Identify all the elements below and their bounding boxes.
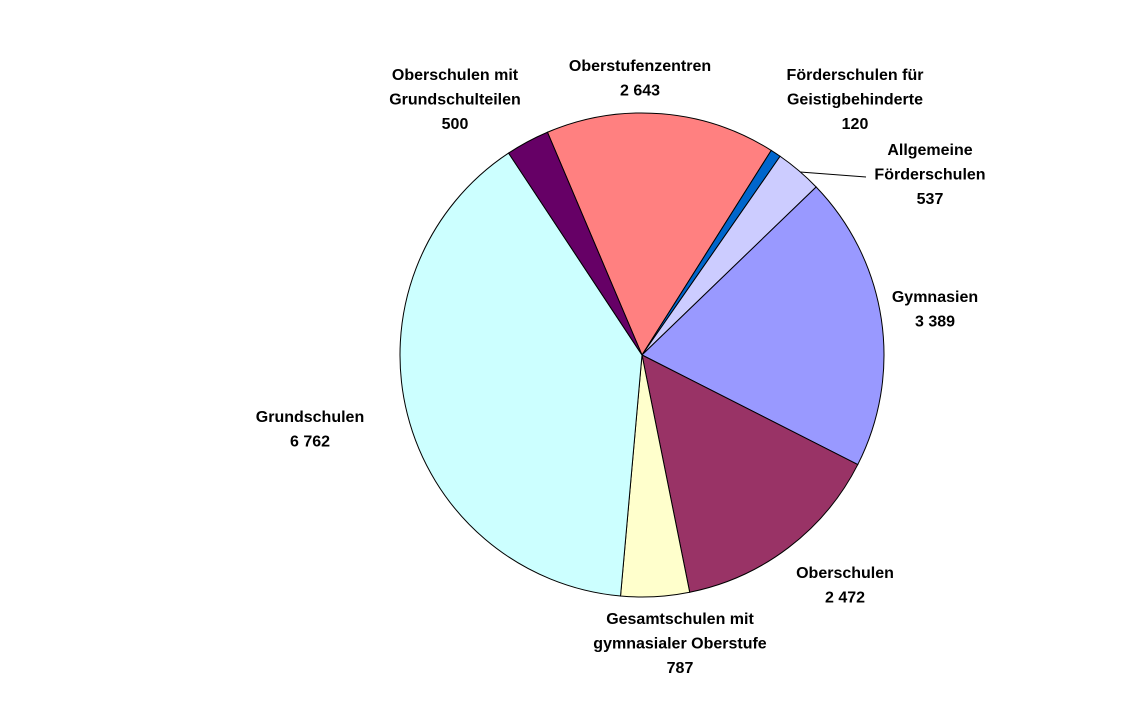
pie-slice: [546, 112, 772, 357]
value-label: 787: [667, 660, 694, 677]
value-label: 2 643: [620, 83, 660, 100]
value-label: 3 389: [915, 314, 955, 331]
value-label: 6 762: [290, 434, 330, 451]
slice-label: Förderschulen: [874, 167, 985, 184]
leader-line: [799, 171, 867, 178]
pie-slice: [641, 354, 859, 593]
slice-label: Oberschulen: [796, 565, 894, 582]
value-label: 2 472: [825, 590, 865, 607]
pie-slice: [507, 131, 643, 356]
slice-label: Allgemeine: [887, 142, 972, 159]
slice-label: Gesamtschulen mit: [606, 611, 754, 628]
value-label: 537: [917, 191, 944, 208]
pie-slice: [641, 186, 885, 466]
slice-label: gymnasialer Oberstufe: [593, 636, 767, 653]
value-label: 500: [442, 116, 469, 133]
value-label: 120: [842, 116, 869, 133]
slice-label: Grundschulteilen: [389, 92, 521, 109]
slice-label: Oberschulen mit: [392, 67, 519, 84]
slice-label: Geistigbehinderte: [787, 92, 923, 109]
slice-label: Oberstufenzentren: [569, 58, 711, 75]
slice-label: Förderschulen für: [787, 67, 924, 84]
slice-label: Gymnasien: [892, 289, 978, 306]
slice-label: Grundschulen: [256, 409, 364, 426]
